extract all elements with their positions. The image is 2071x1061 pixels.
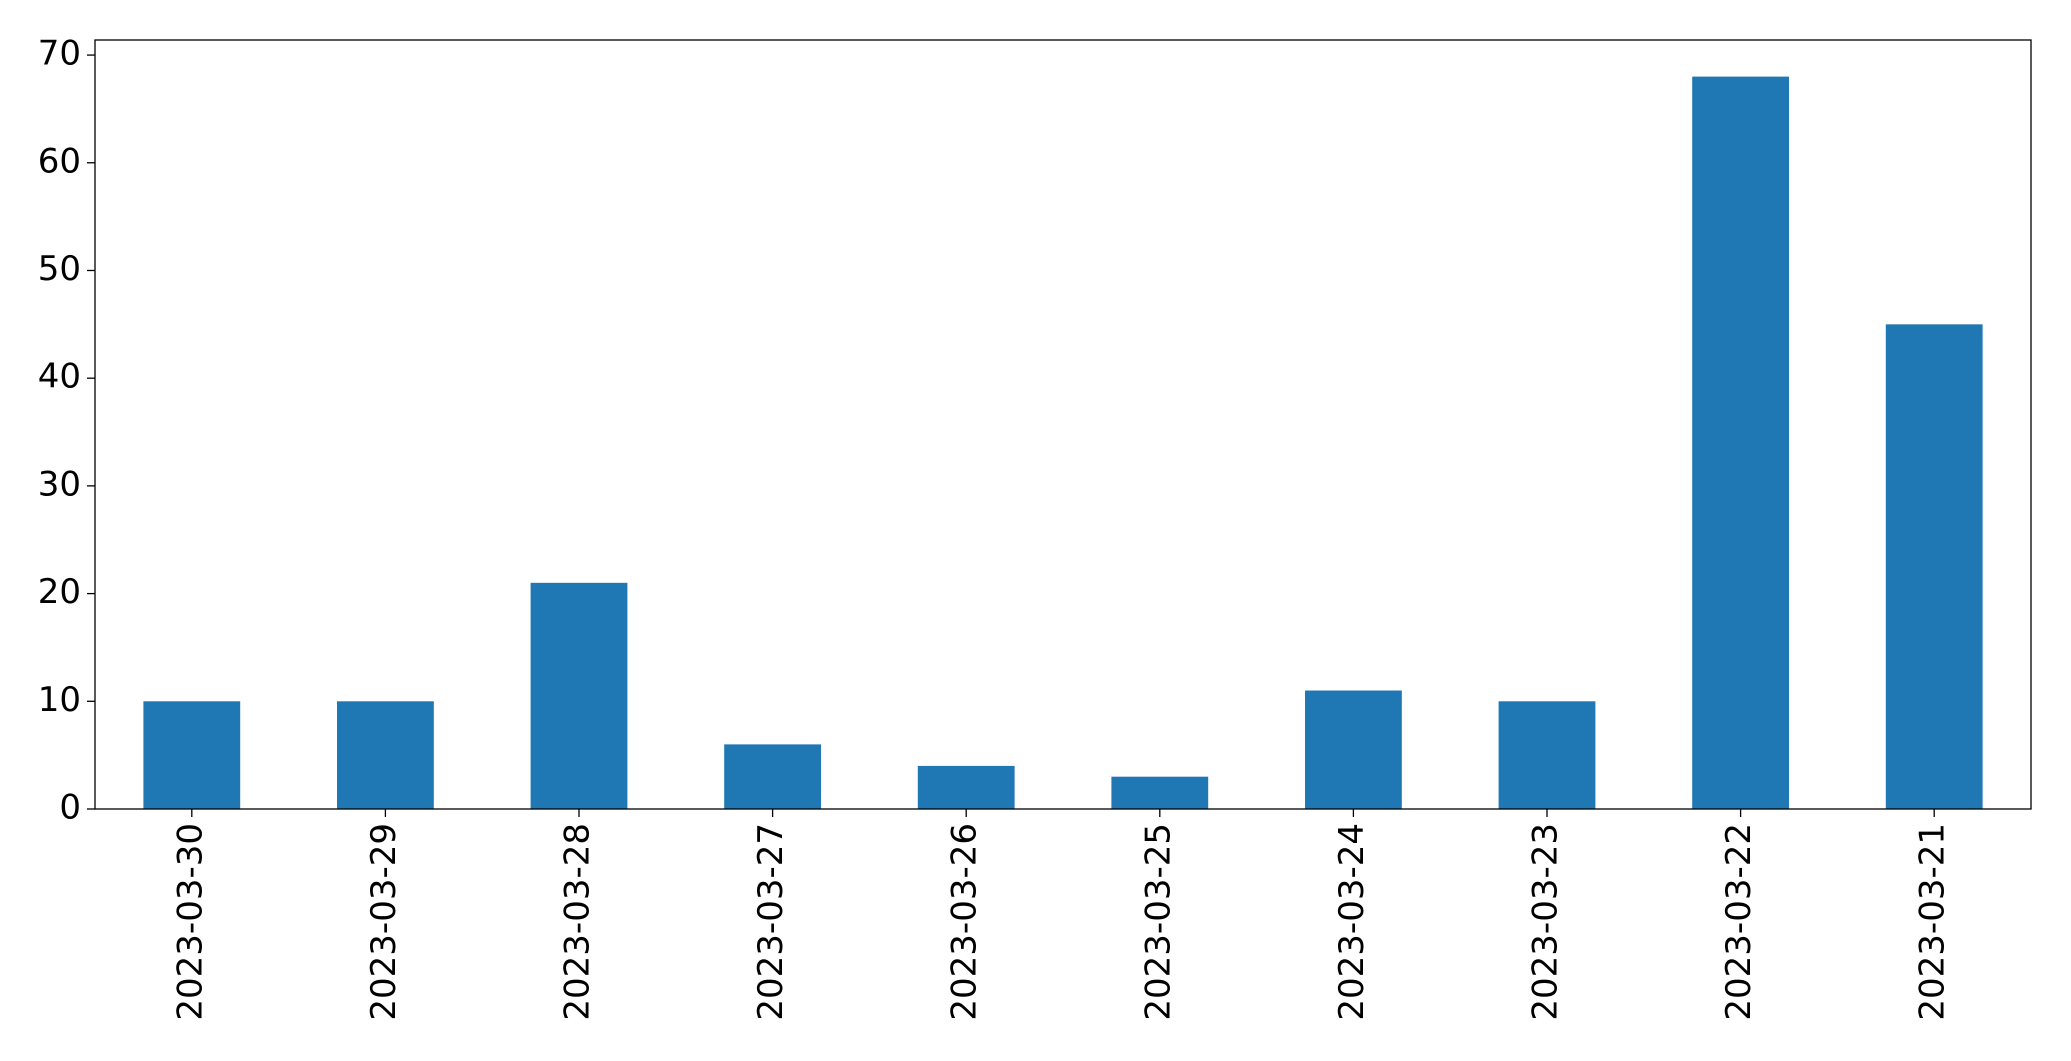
x-tick-label: 2023-03-27 [751,823,791,1021]
y-tick-label: 0 [59,788,81,828]
bar [724,744,821,809]
bar [143,701,241,809]
y-tick-label: 20 [38,572,81,612]
bar [337,701,434,809]
y-tick-label: 30 [38,464,81,504]
bar [1305,690,1402,809]
x-tick-label: 2023-03-25 [1138,823,1178,1021]
y-tick-label: 40 [38,357,81,397]
x-tick-label: 2023-03-21 [1913,823,1953,1021]
x-tick-label: 2023-03-22 [1719,823,1759,1021]
y-tick-label: 70 [38,34,81,74]
bar [1692,76,1789,810]
y-tick-label: 60 [38,141,81,181]
y-tick-label: 50 [38,249,81,289]
x-tick-label: 2023-03-29 [364,823,404,1021]
bar [1885,324,1983,809]
x-tick-label: 2023-03-30 [170,823,210,1021]
bar [530,582,628,809]
x-tick-label: 2023-03-26 [945,823,985,1021]
y-tick-label: 10 [38,680,81,720]
bar [1498,701,1596,809]
plot-frame [94,39,2032,810]
x-tick-label: 2023-03-24 [1332,823,1372,1021]
bar [1111,776,1209,809]
bar [917,765,1015,809]
x-tick-label: 2023-03-28 [558,823,598,1021]
x-tick-label: 2023-03-23 [1526,823,1566,1021]
